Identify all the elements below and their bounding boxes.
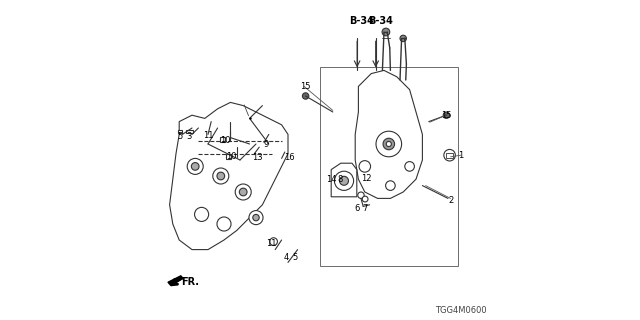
Circle shape bbox=[187, 158, 204, 174]
Circle shape bbox=[386, 141, 391, 147]
Circle shape bbox=[400, 35, 406, 42]
Circle shape bbox=[239, 188, 247, 196]
Polygon shape bbox=[355, 70, 422, 198]
Text: 5: 5 bbox=[178, 132, 183, 140]
Circle shape bbox=[362, 196, 368, 202]
Circle shape bbox=[270, 238, 278, 245]
Text: 14: 14 bbox=[326, 175, 337, 184]
Circle shape bbox=[385, 181, 396, 190]
Text: 11: 11 bbox=[267, 239, 277, 248]
Circle shape bbox=[249, 211, 263, 225]
Circle shape bbox=[376, 131, 402, 157]
Bar bbox=[447, 153, 453, 158]
Circle shape bbox=[253, 214, 259, 221]
Text: 9: 9 bbox=[264, 140, 269, 149]
Circle shape bbox=[382, 28, 390, 36]
Text: 5: 5 bbox=[292, 253, 298, 262]
Circle shape bbox=[236, 184, 252, 200]
Circle shape bbox=[334, 171, 354, 190]
Circle shape bbox=[383, 138, 394, 150]
Text: 13: 13 bbox=[252, 153, 263, 162]
Text: 10: 10 bbox=[220, 136, 230, 145]
Circle shape bbox=[195, 207, 209, 221]
Circle shape bbox=[339, 176, 349, 185]
Circle shape bbox=[191, 163, 199, 170]
Text: 2: 2 bbox=[448, 196, 453, 204]
Text: 3: 3 bbox=[186, 132, 191, 140]
Bar bbox=[220, 137, 225, 142]
Text: FR.: FR. bbox=[181, 276, 199, 287]
Polygon shape bbox=[170, 102, 288, 250]
Text: TGG4M0600: TGG4M0600 bbox=[435, 306, 487, 315]
Text: 1: 1 bbox=[458, 151, 463, 160]
Bar bbox=[227, 154, 232, 159]
Bar bbox=[178, 130, 182, 133]
Circle shape bbox=[217, 172, 225, 180]
Text: B-34: B-34 bbox=[349, 16, 374, 26]
Circle shape bbox=[444, 149, 456, 161]
Bar bbox=[320, 67, 458, 266]
Text: 6: 6 bbox=[355, 204, 360, 213]
Bar bbox=[186, 130, 193, 133]
Circle shape bbox=[359, 161, 371, 172]
Text: 10: 10 bbox=[227, 152, 237, 161]
Circle shape bbox=[404, 162, 415, 171]
Text: 12: 12 bbox=[361, 174, 371, 183]
Circle shape bbox=[358, 192, 364, 198]
Text: B-34: B-34 bbox=[368, 16, 393, 26]
Circle shape bbox=[303, 93, 309, 99]
Circle shape bbox=[212, 168, 229, 184]
Text: 15: 15 bbox=[441, 111, 451, 120]
Text: 4: 4 bbox=[283, 253, 289, 262]
Text: 15: 15 bbox=[300, 82, 310, 91]
Circle shape bbox=[217, 217, 231, 231]
Circle shape bbox=[443, 112, 449, 118]
Text: 16: 16 bbox=[284, 153, 295, 162]
Text: 11: 11 bbox=[204, 131, 214, 140]
Text: 7: 7 bbox=[362, 204, 367, 213]
Polygon shape bbox=[332, 163, 357, 197]
Text: 8: 8 bbox=[337, 175, 342, 184]
Polygon shape bbox=[168, 276, 183, 285]
